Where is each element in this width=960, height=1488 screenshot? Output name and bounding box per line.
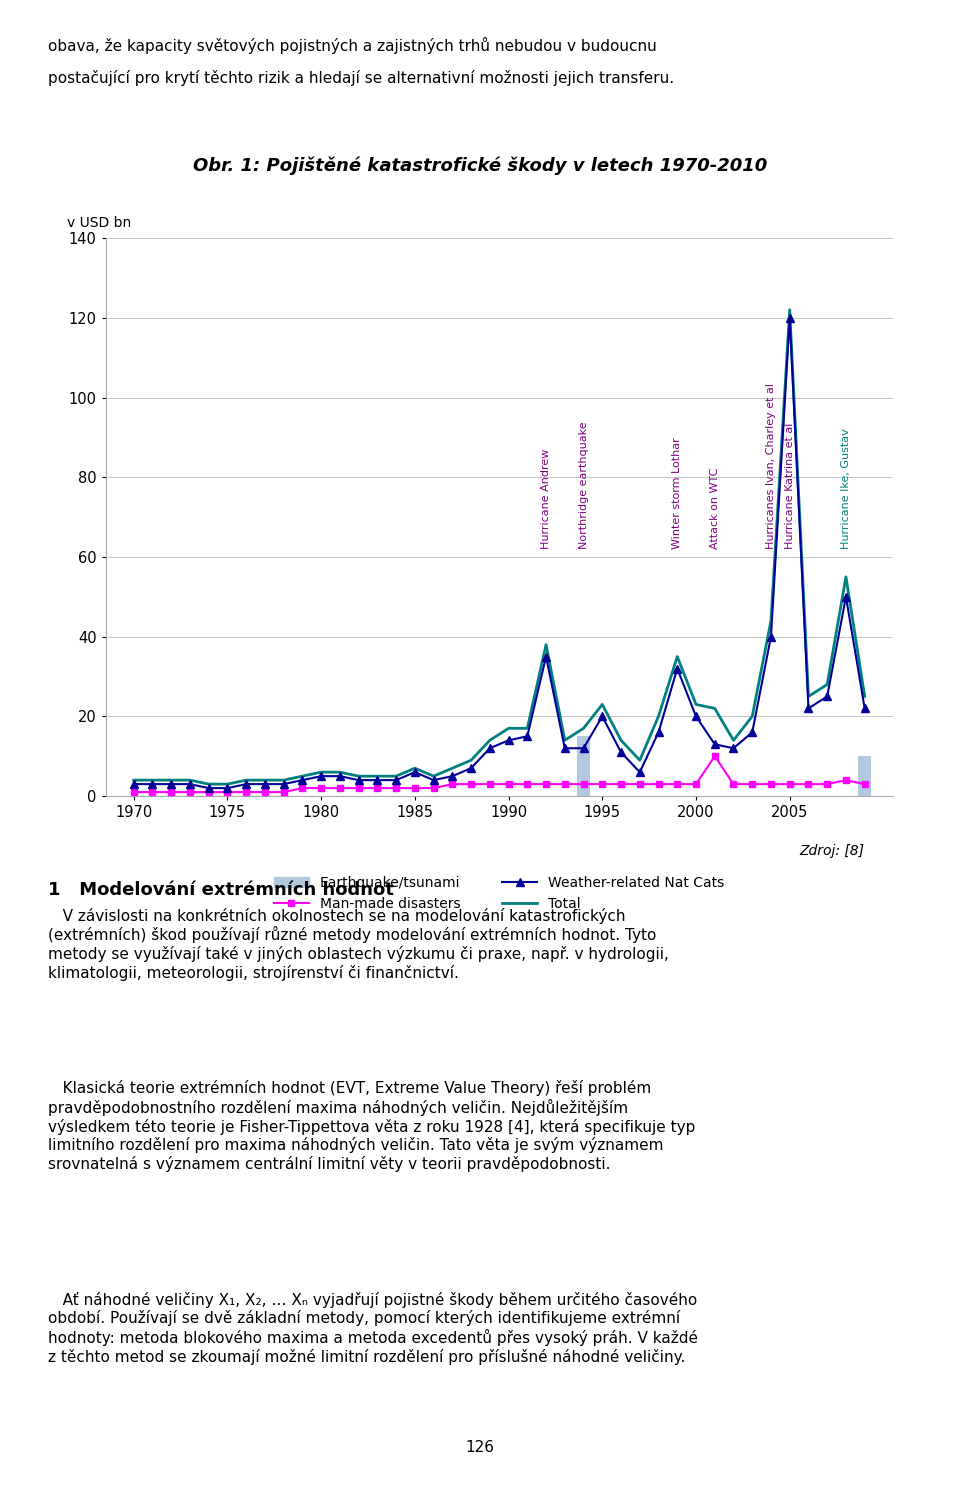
- Text: v USD bn: v USD bn: [67, 216, 132, 229]
- Text: Hurricane Andrew: Hurricane Andrew: [541, 448, 551, 549]
- Bar: [577, 737, 590, 796]
- Text: Hurricane Ike, Gustav: Hurricane Ike, Gustav: [841, 429, 851, 549]
- Text: Attack on WTC: Attack on WTC: [709, 467, 720, 549]
- Text: Klasická teorie extrémních hodnot (EVT, Extreme Value Theory) řeší problém
pravd: Klasická teorie extrémních hodnot (EVT, …: [48, 1080, 695, 1173]
- Text: V závislosti na konkrétních okolnostech se na modelování katastrofických
(extrém: V závislosti na konkrétních okolnostech …: [48, 908, 669, 981]
- Text: Ať náhodné veličiny X₁, X₂, … Xₙ vyjadřují pojistné škody během určitého časovéh: Ať náhodné veličiny X₁, X₂, … Xₙ vyjadřu…: [48, 1292, 698, 1364]
- Text: Hurricane Katrina et al: Hurricane Katrina et al: [784, 423, 795, 549]
- Text: 1   Modelování extrémních hodnot: 1 Modelování extrémních hodnot: [48, 881, 394, 899]
- Text: Northridge earthquake: Northridge earthquake: [579, 421, 588, 549]
- Text: Obr. 1: Pojištěné katastrofické škody v letech 1970-2010: Obr. 1: Pojištěné katastrofické škody v …: [193, 156, 767, 174]
- Text: obava, že kapacity světových pojistných a zajistných trhů nebudou v budoucnu: obava, že kapacity světových pojistných …: [48, 37, 657, 54]
- Bar: [858, 756, 872, 796]
- Text: Winter storm Lothar: Winter storm Lothar: [672, 437, 683, 549]
- Text: Zdroj: [8]: Zdroj: [8]: [799, 844, 864, 857]
- Text: 126: 126: [466, 1440, 494, 1455]
- Text: postačující pro krytí těchto rizik a hledají se alternativní možnosti jejich tra: postačující pro krytí těchto rizik a hle…: [48, 70, 674, 86]
- Legend: Earthquake/tsunami, Man-made disasters, Weather-related Nat Cats, Total: Earthquake/tsunami, Man-made disasters, …: [275, 875, 724, 911]
- Text: Hurricanes Ivan, Charley et al: Hurricanes Ivan, Charley et al: [766, 382, 776, 549]
